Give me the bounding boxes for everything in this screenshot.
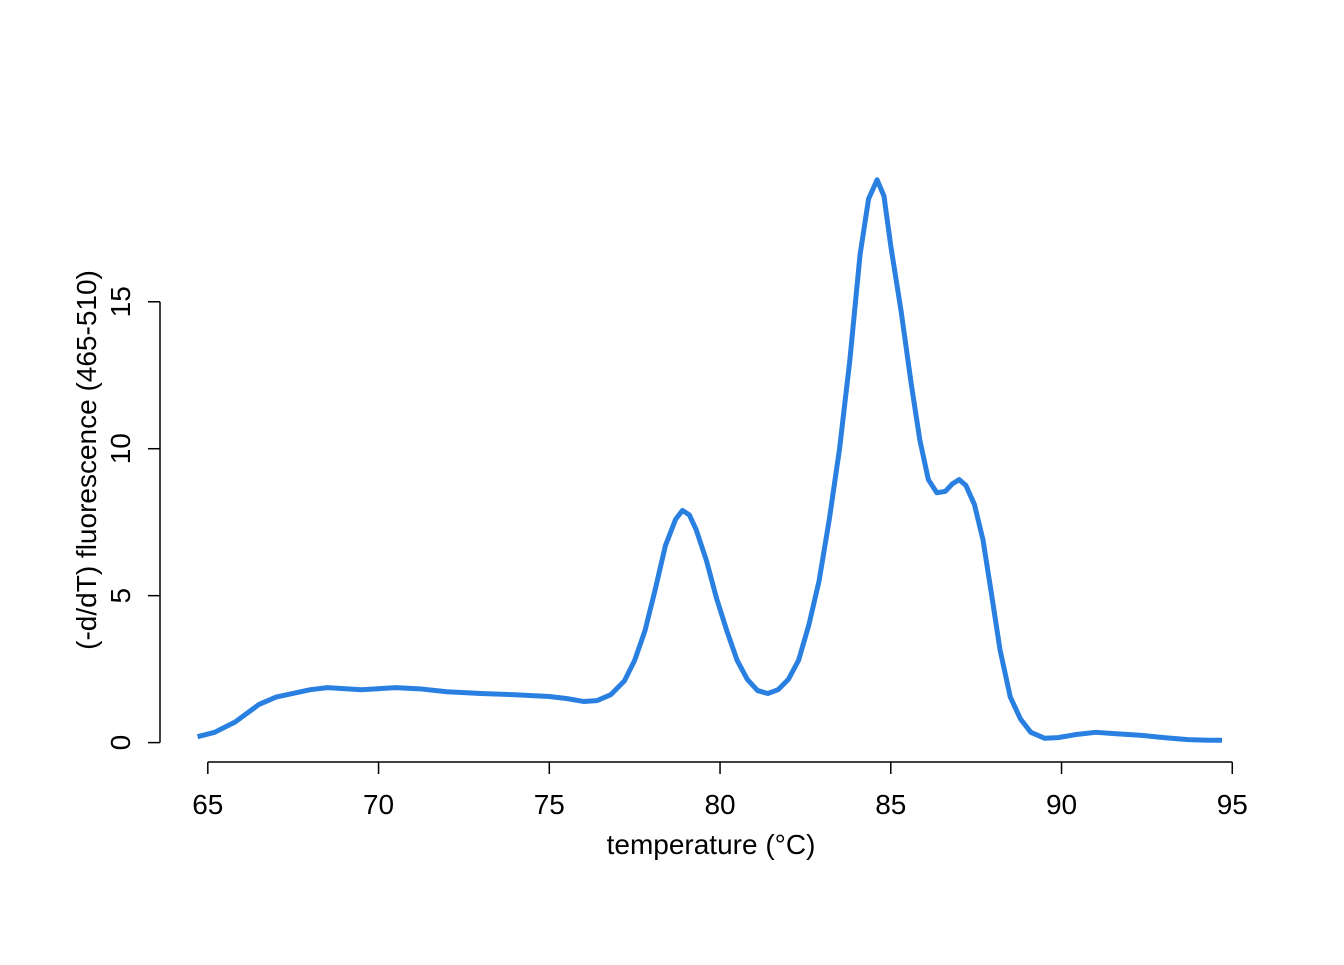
curve [196,177,1223,743]
y-tick-label: 15 [105,286,136,317]
y-tick-label: 5 [105,588,136,604]
x-tick-label: 75 [534,789,565,820]
x-tick-label: 85 [875,789,906,820]
x-axis-label: temperature (°C) [607,829,816,860]
x-tick-label: 95 [1217,789,1248,820]
x-tick-label: 80 [704,789,735,820]
y-axis-label: (-d/dT) fluorescence (465-510) [71,270,102,650]
x-tick-label: 70 [363,789,394,820]
y-tick-label: 0 [105,735,136,751]
y-tick-label: 10 [105,433,136,464]
x-tick-label: 65 [192,789,223,820]
x-tick-label: 90 [1046,789,1077,820]
